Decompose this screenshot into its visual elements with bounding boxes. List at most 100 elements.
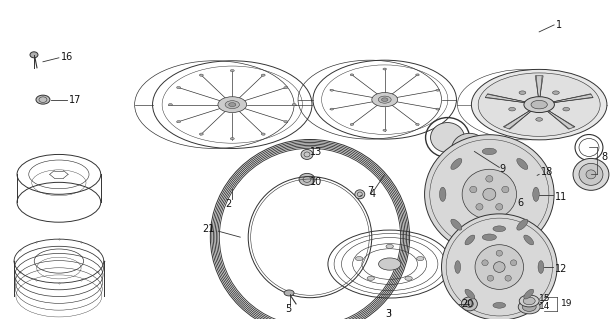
Ellipse shape bbox=[483, 188, 496, 200]
Ellipse shape bbox=[417, 257, 424, 260]
Ellipse shape bbox=[292, 104, 296, 106]
Ellipse shape bbox=[177, 86, 181, 89]
Ellipse shape bbox=[470, 186, 477, 193]
Ellipse shape bbox=[462, 169, 517, 219]
Ellipse shape bbox=[436, 89, 440, 91]
Ellipse shape bbox=[441, 214, 557, 320]
Ellipse shape bbox=[355, 190, 365, 199]
Ellipse shape bbox=[284, 290, 294, 296]
Text: 17: 17 bbox=[69, 95, 82, 105]
Ellipse shape bbox=[531, 100, 547, 109]
Ellipse shape bbox=[30, 52, 38, 58]
Ellipse shape bbox=[475, 245, 524, 289]
Ellipse shape bbox=[493, 262, 505, 272]
Ellipse shape bbox=[524, 289, 534, 299]
Ellipse shape bbox=[169, 104, 172, 106]
Ellipse shape bbox=[465, 300, 473, 308]
Ellipse shape bbox=[301, 149, 313, 159]
Ellipse shape bbox=[452, 133, 487, 166]
Ellipse shape bbox=[496, 250, 503, 256]
Ellipse shape bbox=[230, 69, 234, 72]
Text: 18: 18 bbox=[541, 167, 554, 177]
Ellipse shape bbox=[482, 234, 497, 240]
Ellipse shape bbox=[579, 164, 603, 185]
Ellipse shape bbox=[476, 204, 483, 210]
Ellipse shape bbox=[502, 186, 509, 193]
Ellipse shape bbox=[524, 235, 534, 245]
Ellipse shape bbox=[261, 74, 265, 76]
Text: 21: 21 bbox=[202, 224, 215, 234]
Polygon shape bbox=[547, 111, 575, 129]
Ellipse shape bbox=[511, 260, 517, 266]
Text: 1: 1 bbox=[556, 20, 562, 30]
Ellipse shape bbox=[261, 133, 265, 135]
Ellipse shape bbox=[505, 275, 511, 281]
Ellipse shape bbox=[330, 89, 333, 91]
Ellipse shape bbox=[378, 96, 391, 103]
Ellipse shape bbox=[522, 302, 536, 311]
Ellipse shape bbox=[440, 187, 446, 201]
Ellipse shape bbox=[466, 154, 472, 159]
Text: 6: 6 bbox=[517, 198, 524, 208]
Text: 8: 8 bbox=[601, 152, 607, 163]
Ellipse shape bbox=[465, 146, 473, 153]
Text: 9: 9 bbox=[500, 164, 506, 174]
Ellipse shape bbox=[459, 147, 464, 152]
Ellipse shape bbox=[405, 276, 413, 280]
Ellipse shape bbox=[36, 95, 50, 104]
Ellipse shape bbox=[538, 261, 544, 273]
Ellipse shape bbox=[177, 121, 181, 123]
Ellipse shape bbox=[430, 123, 465, 152]
Ellipse shape bbox=[493, 302, 506, 308]
Ellipse shape bbox=[536, 118, 543, 121]
Ellipse shape bbox=[350, 74, 354, 76]
Ellipse shape bbox=[383, 129, 387, 131]
Ellipse shape bbox=[465, 289, 475, 299]
Ellipse shape bbox=[199, 74, 204, 76]
Ellipse shape bbox=[471, 69, 607, 140]
Ellipse shape bbox=[586, 170, 596, 179]
Polygon shape bbox=[535, 76, 543, 97]
Ellipse shape bbox=[416, 124, 419, 125]
Ellipse shape bbox=[462, 297, 478, 311]
Text: 10: 10 bbox=[310, 177, 322, 187]
Ellipse shape bbox=[531, 169, 543, 179]
Ellipse shape bbox=[496, 204, 503, 210]
Text: 13: 13 bbox=[310, 148, 322, 157]
Polygon shape bbox=[503, 111, 531, 129]
Ellipse shape bbox=[299, 173, 315, 185]
Text: 2: 2 bbox=[226, 199, 232, 209]
Ellipse shape bbox=[485, 176, 493, 182]
Polygon shape bbox=[485, 94, 525, 103]
Ellipse shape bbox=[379, 258, 401, 270]
Ellipse shape bbox=[225, 101, 240, 108]
Text: 11: 11 bbox=[555, 192, 568, 202]
Text: 3: 3 bbox=[386, 309, 392, 319]
Text: 5: 5 bbox=[285, 304, 291, 314]
Ellipse shape bbox=[451, 158, 462, 170]
Text: 4: 4 bbox=[370, 189, 376, 199]
Ellipse shape bbox=[199, 133, 204, 135]
Ellipse shape bbox=[466, 140, 472, 145]
Ellipse shape bbox=[284, 86, 288, 89]
Ellipse shape bbox=[381, 98, 388, 101]
Ellipse shape bbox=[517, 219, 528, 230]
Ellipse shape bbox=[478, 73, 600, 136]
Ellipse shape bbox=[482, 260, 488, 266]
Ellipse shape bbox=[356, 257, 363, 260]
Ellipse shape bbox=[230, 138, 234, 140]
Ellipse shape bbox=[455, 261, 460, 273]
Ellipse shape bbox=[330, 108, 333, 110]
Text: 12: 12 bbox=[555, 264, 568, 274]
Text: 15: 15 bbox=[539, 294, 550, 303]
Ellipse shape bbox=[533, 187, 539, 201]
Ellipse shape bbox=[372, 92, 398, 107]
Ellipse shape bbox=[524, 297, 535, 305]
Ellipse shape bbox=[451, 219, 462, 230]
Ellipse shape bbox=[517, 158, 528, 170]
Ellipse shape bbox=[524, 97, 554, 113]
Ellipse shape bbox=[465, 235, 475, 245]
Ellipse shape bbox=[284, 121, 288, 123]
Text: 14: 14 bbox=[539, 302, 550, 311]
Ellipse shape bbox=[493, 226, 506, 232]
